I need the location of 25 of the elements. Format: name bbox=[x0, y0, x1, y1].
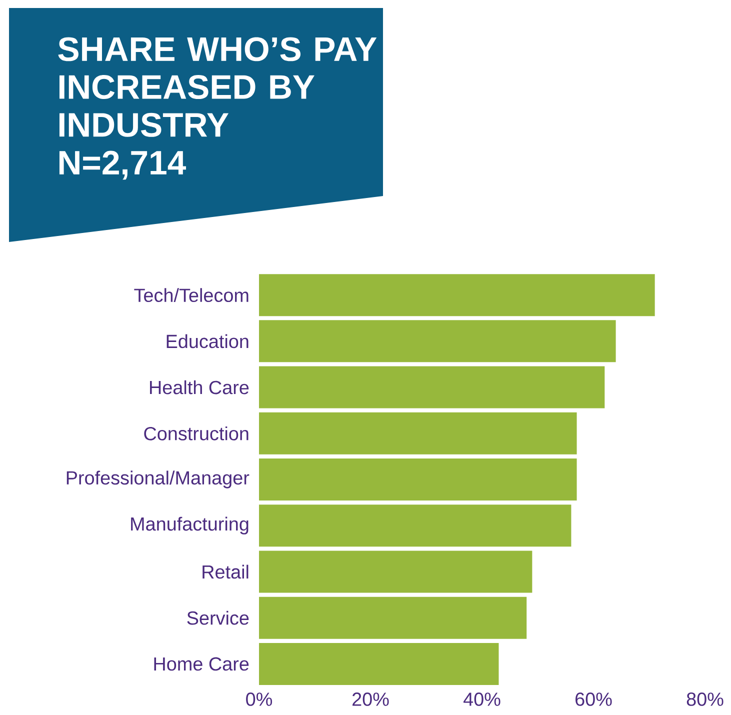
bar bbox=[259, 504, 572, 547]
x-tick-label: 20% bbox=[352, 692, 389, 706]
y-tick-label: Home Care bbox=[154, 657, 249, 671]
y-tick-label: Education bbox=[166, 334, 248, 348]
chart-title: SHARE WHO’S PAY INCREASED BY INDUSTRY bbox=[58, 37, 377, 137]
y-tick-label: Construction bbox=[144, 426, 248, 440]
y-tick-label: Tech/Telecom bbox=[134, 288, 248, 302]
bar bbox=[259, 596, 527, 639]
x-tick-label: 0% bbox=[246, 692, 272, 706]
bar bbox=[259, 320, 616, 362]
y-tick-label: Manufacturing bbox=[131, 516, 248, 534]
bar bbox=[259, 550, 532, 593]
bar bbox=[259, 366, 605, 408]
y-tick-label: Service bbox=[187, 610, 249, 625]
chart-subtitle: N=2,714 bbox=[59, 150, 186, 180]
bar bbox=[259, 642, 499, 685]
x-tick-label: 40% bbox=[464, 692, 500, 706]
bar bbox=[259, 274, 655, 316]
y-tick-label: Retail bbox=[202, 564, 248, 579]
x-tick-label: 60% bbox=[576, 692, 612, 706]
y-tick-label: Professional/Manager bbox=[66, 470, 250, 488]
x-tick-label: 80% bbox=[686, 692, 724, 706]
bar bbox=[259, 458, 577, 501]
bar bbox=[259, 412, 577, 454]
y-tick-label: Health Care bbox=[150, 380, 249, 394]
